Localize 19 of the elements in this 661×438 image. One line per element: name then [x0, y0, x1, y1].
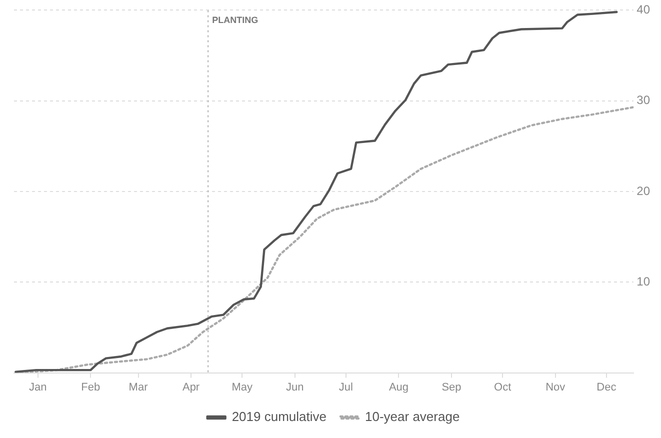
y-tick-label: 30 [636, 93, 650, 108]
legend-label: 2019 cumulative [232, 409, 327, 424]
x-tick-label: May [232, 381, 254, 394]
x-tick-label: Jun [286, 381, 304, 394]
x-tick-label: Apr [182, 381, 200, 394]
ref-line-label: PLANTING [212, 15, 258, 26]
x-tick-label: Mar [128, 381, 148, 394]
x-tick-label: Oct [494, 381, 512, 394]
x-tick-label: Aug [388, 381, 409, 394]
x-tick-label: Feb [81, 381, 100, 394]
x-tick-label: Nov [546, 381, 566, 394]
x-tick-label: Sep [442, 381, 462, 394]
x-tick-label: Jan [28, 381, 47, 394]
y-tick-label: 20 [636, 184, 650, 198]
x-tick-label: Dec [596, 381, 617, 394]
y-tick-label: 10 [636, 274, 650, 288]
y-tick-label: 40 [636, 2, 650, 17]
legend-label: 10-year average [365, 409, 460, 424]
x-tick-label: Jul [338, 381, 353, 394]
